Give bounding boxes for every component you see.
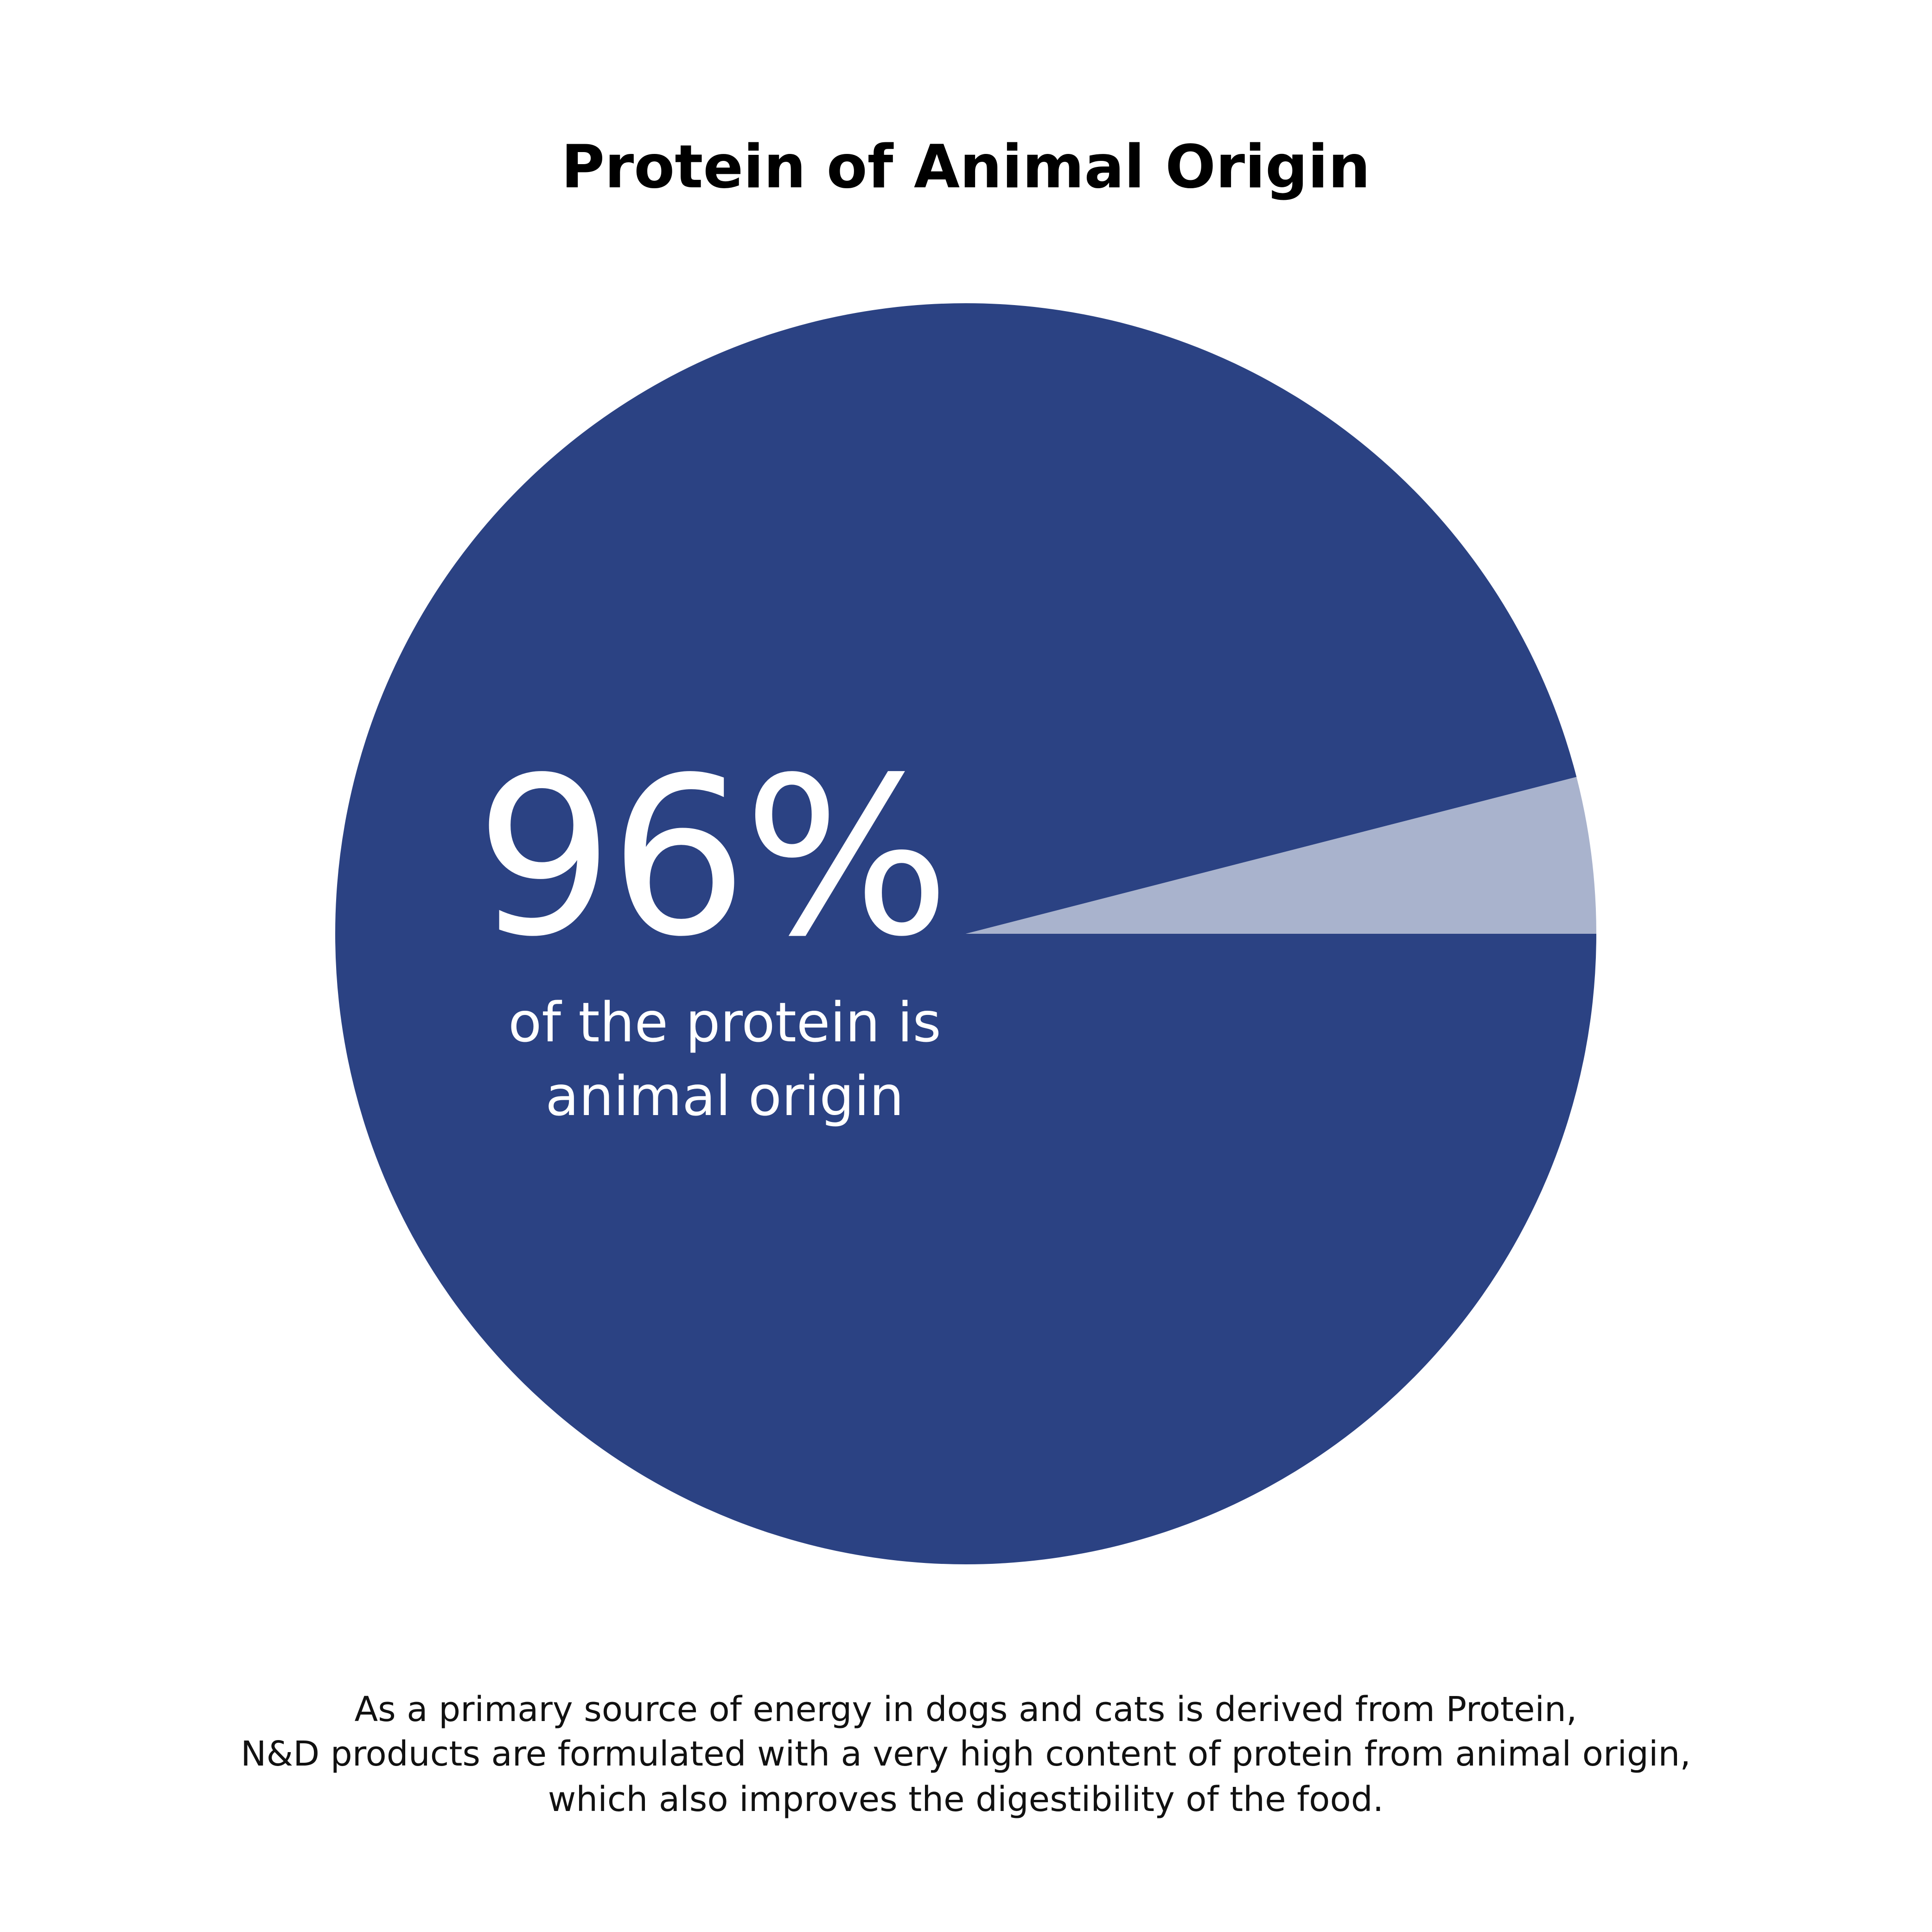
footer-line-3: which also improves the digestibility of…	[548, 1779, 1384, 1819]
pie-slice-animal-origin	[335, 303, 1596, 1564]
pie-slices	[335, 303, 1596, 1564]
center-caption-line-1: of the protein is	[508, 990, 941, 1054]
footer-line-1: As a primary source of energy in dogs an…	[355, 1690, 1577, 1729]
chart-title: Protein of Animal Origin	[561, 133, 1370, 202]
footer-line-2: N&D products are formulated with a very …	[241, 1734, 1691, 1774]
center-caption-line-2: animal origin	[545, 1064, 904, 1128]
center-value-label: 96%	[475, 731, 946, 984]
pie-slice-other	[966, 777, 1596, 934]
